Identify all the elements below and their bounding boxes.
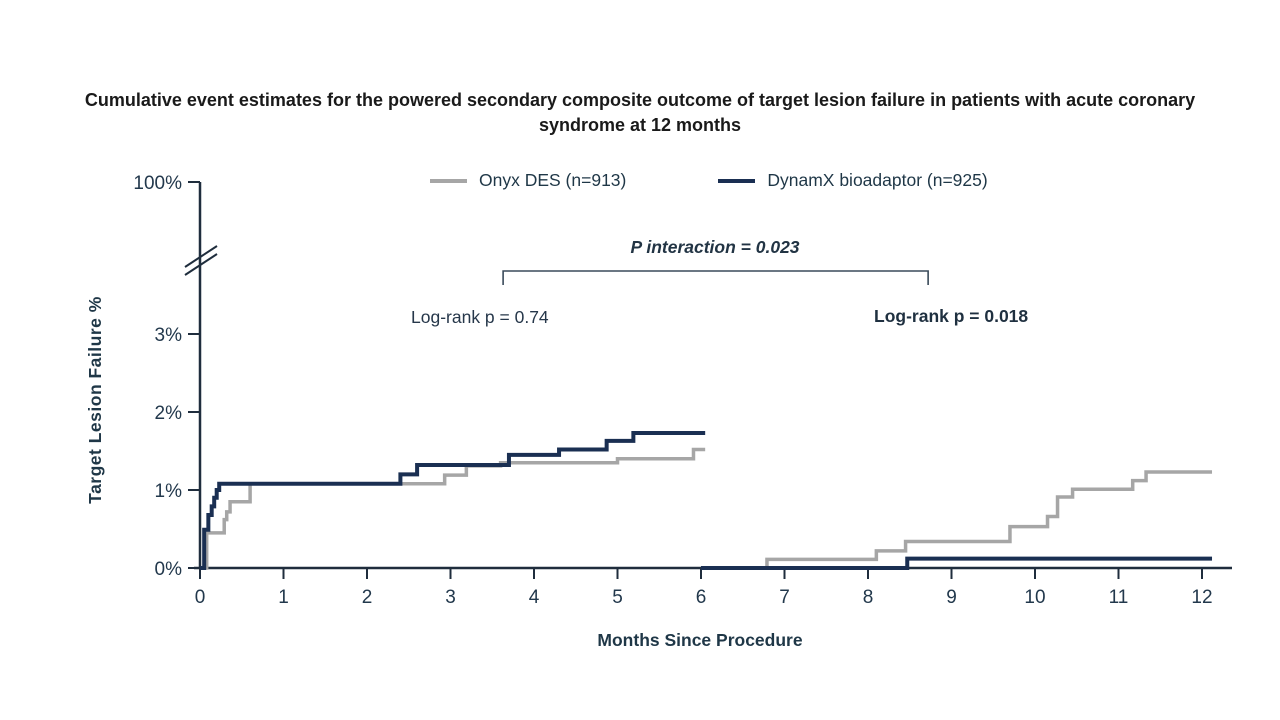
x-tick-label: 9 [946, 587, 957, 608]
legend-label-onyx: Onyx DES (n=913) [479, 170, 627, 190]
chart-title: Cumulative event estimates for the power… [84, 90, 1196, 136]
x-tick-label: 7 [779, 587, 790, 608]
series-line [200, 431, 706, 570]
x-tick-label: 6 [696, 587, 707, 608]
series-line [200, 447, 706, 570]
y-tick-label: 1% [155, 481, 183, 502]
series-line [701, 470, 1213, 570]
x-tick-label: 4 [529, 587, 540, 608]
dynamx-line-swatch [718, 178, 756, 183]
p-interaction-annotation: P interaction = 0.023 [630, 237, 800, 257]
logrank-left-annotation: Log-rank p = 0.74 [411, 307, 549, 327]
x-tick-label: 12 [1191, 587, 1212, 608]
y-axis-break-slash [184, 245, 218, 268]
x-tick-label: 11 [1109, 587, 1129, 608]
x-tick-label: 10 [1024, 587, 1045, 608]
legend: Onyx DES (n=913) DynamX bioadaptor (n=92… [430, 170, 988, 191]
y-tick-label: 3% [155, 325, 183, 346]
y-tick-label: 2% [155, 403, 183, 424]
x-tick-label: 3 [445, 587, 456, 608]
x-tick-label: 1 [278, 587, 289, 608]
series-line [701, 556, 1213, 570]
x-tick-label: 0 [195, 587, 206, 608]
y-tick-label: 100% [133, 173, 182, 194]
p-interaction-bracket [502, 270, 929, 285]
x-tick-label: 5 [612, 587, 623, 608]
x-axis-title: Months Since Procedure [597, 630, 803, 650]
y-axis-break-slash [184, 253, 218, 276]
x-tick-label: 8 [863, 587, 874, 608]
logrank-right-annotation: Log-rank p = 0.018 [874, 306, 1029, 326]
x-tick-label: 2 [362, 587, 373, 608]
legend-label-dynamx: DynamX bioadaptor (n=925) [767, 170, 988, 190]
y-tick-label: 0% [155, 559, 183, 580]
onyx-line-swatch [430, 178, 467, 183]
legend-item-dynamx: DynamX bioadaptor (n=925) [718, 170, 988, 191]
legend-item-onyx: Onyx DES (n=913) [430, 170, 626, 191]
